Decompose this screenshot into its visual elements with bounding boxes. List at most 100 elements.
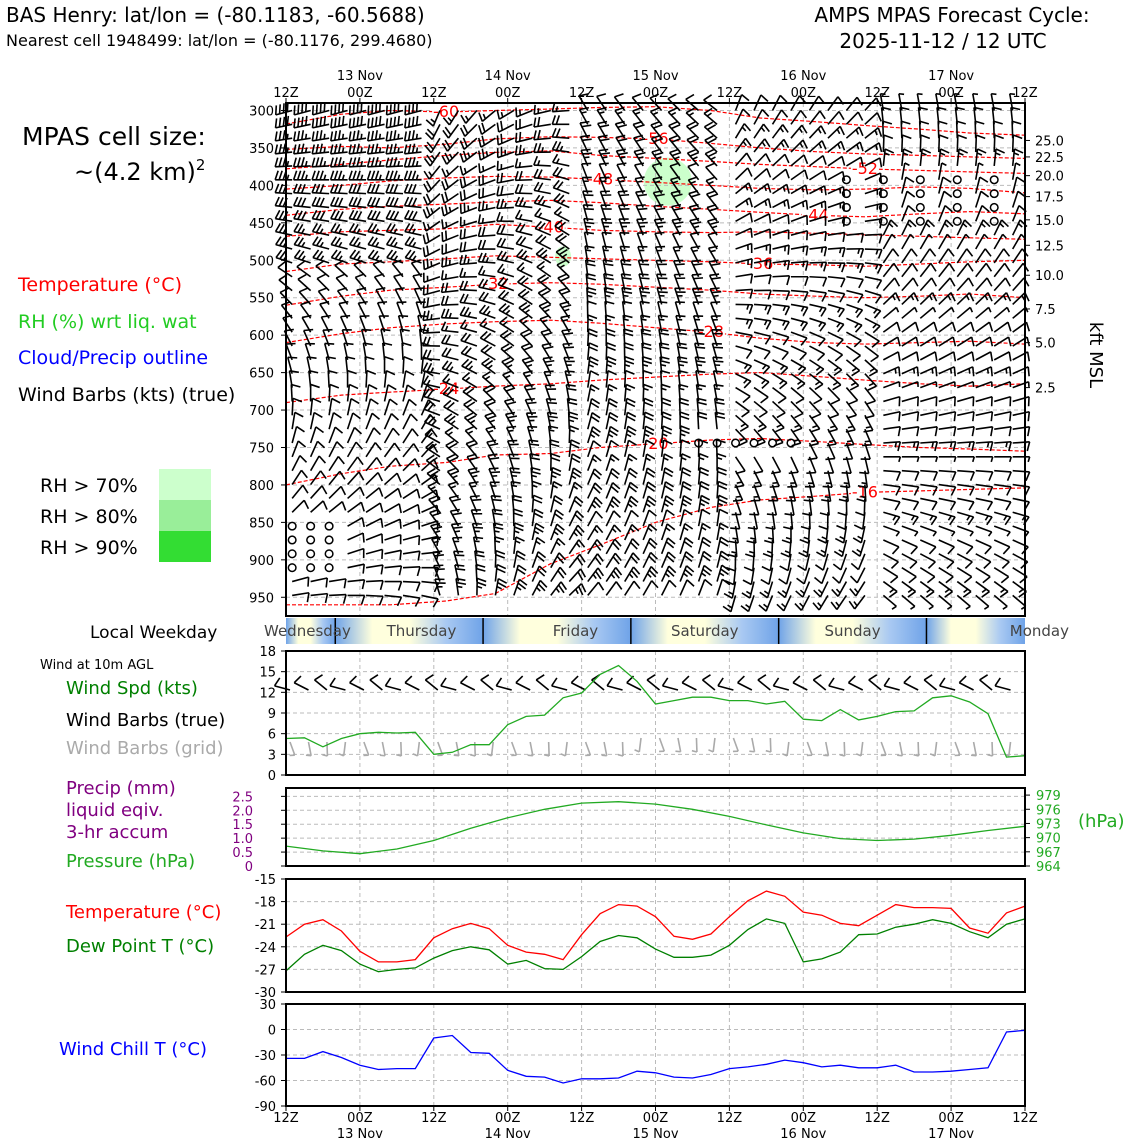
wind-barb (587, 454, 602, 471)
barb-flag (403, 356, 414, 361)
barb-flag (895, 471, 902, 481)
barb-staff (402, 594, 420, 599)
barb-half (468, 365, 474, 371)
barb-flag (317, 440, 326, 449)
barb-flag (371, 237, 378, 247)
wind-barb (901, 190, 916, 208)
barb-flag (705, 162, 715, 168)
barb-flag (518, 170, 523, 181)
barb-flag (518, 197, 525, 207)
barb-staff (809, 246, 827, 250)
barb-half (525, 374, 531, 378)
wind-barb (366, 196, 385, 209)
barb-flag (356, 116, 360, 127)
wind-barb (365, 383, 378, 402)
barb-staff (864, 345, 879, 357)
barb-flag (467, 415, 477, 421)
barb-flag (422, 336, 427, 346)
wind-barb (328, 485, 347, 499)
wind-barb (441, 243, 459, 256)
barb-staff (920, 511, 937, 518)
barb-staff (938, 410, 956, 417)
wind-barb (310, 577, 329, 588)
barb-half (779, 380, 785, 385)
barb-staff (753, 123, 765, 139)
wind-barb (623, 538, 640, 555)
barb-staff (883, 381, 900, 389)
wind-barb (459, 293, 478, 306)
wind-barb (753, 345, 771, 360)
barb-staff (623, 538, 634, 555)
barb-flag (710, 287, 720, 290)
wind-barb (586, 342, 599, 360)
barb-flag (556, 194, 565, 203)
wind-barb (348, 209, 367, 223)
barb-flag (352, 412, 361, 420)
barb-staff (660, 523, 668, 541)
wind-barb (330, 102, 348, 116)
barb-half (812, 424, 818, 429)
barb-flag (487, 453, 498, 457)
barb-staff (420, 385, 428, 402)
barb-flag (459, 165, 464, 176)
barb-staff (309, 426, 317, 444)
barb-staff (586, 398, 593, 416)
barb-flag (417, 551, 421, 561)
barb-staff (421, 535, 439, 541)
wind-barb (555, 246, 570, 264)
barb-staff (790, 124, 803, 139)
barb-half (817, 589, 823, 594)
barb-flag (805, 245, 809, 256)
barb-flag (518, 131, 522, 142)
wind-barb (827, 110, 845, 125)
barb-half (463, 167, 467, 174)
wind-barb (346, 456, 364, 472)
wind-barb (749, 438, 759, 448)
barb-flag (536, 554, 545, 563)
barb-flag (315, 183, 321, 194)
wind-barb (827, 373, 842, 391)
barb-flag (615, 581, 623, 590)
barb-half (531, 474, 537, 478)
barb-flag (823, 246, 828, 257)
barb-flag (933, 336, 938, 347)
barb-flag (374, 211, 381, 221)
barb-staff (735, 288, 753, 292)
barb-staff (920, 497, 938, 503)
wind-barb (679, 467, 692, 485)
barb-flag (275, 249, 283, 259)
barb-staff (291, 426, 298, 444)
barb-staff (809, 317, 826, 325)
barb-staff (882, 277, 896, 292)
barb-flag (366, 183, 372, 194)
wind-barb (443, 413, 459, 430)
barb-flag (374, 143, 379, 154)
barb-staff (402, 580, 421, 584)
wind-barb (496, 146, 515, 159)
barb-flag (423, 170, 430, 180)
barb-flag (422, 298, 426, 308)
barb-flag (685, 93, 695, 101)
wind-barb (686, 121, 700, 139)
wind-barb (772, 331, 790, 346)
wind-barb (423, 165, 441, 180)
wind-barb (845, 345, 861, 362)
barb-staff (827, 170, 844, 181)
wind-barb (809, 261, 828, 272)
wind-barb (938, 410, 957, 422)
wind-barb (482, 384, 496, 403)
wind-barb (477, 214, 496, 225)
barb-half (450, 485, 456, 489)
wind-barb (771, 109, 789, 125)
barb-half (286, 174, 290, 180)
barb-staff (938, 425, 956, 430)
barb-flag (389, 210, 396, 220)
barb-flag (533, 512, 543, 519)
barb-flag (814, 576, 823, 585)
wind-barb (827, 414, 839, 433)
barb-flag (389, 183, 395, 194)
barb-staff (809, 303, 827, 310)
barb-flag (415, 582, 421, 592)
barb-flag (500, 172, 504, 183)
calm-circle (767, 438, 778, 448)
